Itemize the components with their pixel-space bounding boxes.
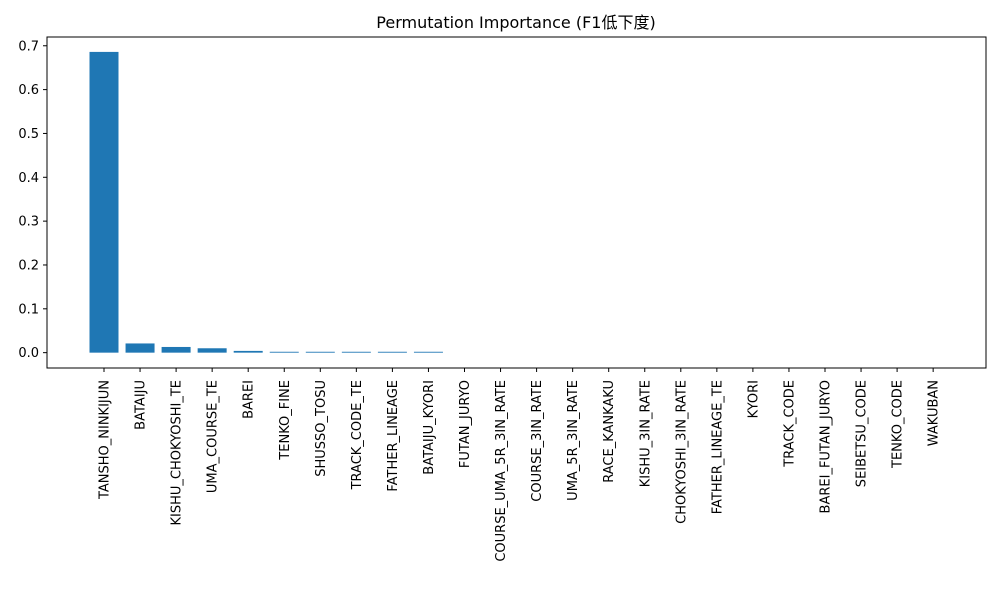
x-tick-label: BATAIJU_KYORI [422, 380, 437, 475]
x-tick-label: TRACK_CODE [782, 380, 797, 468]
x-tick-label: TANSHO_NINKIJUN [98, 380, 113, 500]
y-tick-label: 0.2 [18, 258, 39, 273]
x-tick-label: BAREI [242, 380, 257, 419]
plot-frame [46, 36, 987, 369]
x-tick-label: KISHU_3IN_RATE [638, 380, 653, 487]
x-tick-label: SEIBETSU_CODE [855, 380, 870, 487]
x-tick-label: CHOKYOSHI_3IN_RATE [674, 380, 689, 524]
x-tick-label: TRACK_CODE_TE [350, 380, 365, 490]
y-tick-label: 0.4 [18, 171, 39, 186]
bar-kishu-chokyoshi-te [161, 346, 191, 353]
x-tick-label: FATHER_LINEAGE [386, 380, 401, 492]
y-tick-label: 0.3 [18, 215, 39, 230]
chart-title: Permutation Importance (F1低下度) [376, 13, 655, 32]
plot-area [46, 36, 987, 369]
x-tick-label: FUTAN_JURYO [458, 380, 473, 468]
x-tick-label: BAREI_FUTAN_JURYO [819, 380, 834, 513]
x-tick-label: TENKO_FINE [278, 380, 293, 461]
y-tick-label: 0.0 [18, 346, 39, 361]
x-tick-label: FATHER_LINEAGE_TE [710, 380, 725, 514]
x-tick-label: RACE_KANKAKU [602, 380, 617, 483]
bar-uma-course-te [197, 348, 227, 353]
bar-shusso-tosu [305, 351, 335, 353]
x-tick-label: COURSE_UMA_5R_3IN_RATE [494, 380, 509, 562]
bar-barei [233, 350, 263, 353]
bar-bataiju [125, 343, 155, 353]
bar-father-lineage [377, 351, 407, 353]
bars [89, 51, 443, 353]
x-tick-label: TENKO_CODE [891, 380, 906, 469]
x-tick-label: SHUSSO_TOSU [314, 380, 329, 477]
bar-bataiju-kyori [413, 351, 443, 353]
bar-track-code-te [341, 351, 371, 353]
x-tick-label: BATAIJU [134, 380, 149, 430]
x-tick-label: COURSE_3IN_RATE [530, 380, 545, 502]
x-tick-label: KYORI [746, 380, 761, 418]
x-tick-label: UMA_COURSE_TE [206, 380, 221, 493]
x-tick-label: UMA_5R_3IN_RATE [566, 380, 581, 501]
bar-tenko-fine [269, 351, 299, 353]
y-tick-label: 0.7 [18, 39, 39, 54]
y-tick-label: 0.5 [18, 127, 39, 142]
y-tick-label: 0.1 [18, 302, 39, 317]
y-tick-label: 0.6 [18, 83, 39, 98]
x-axis: TANSHO_NINKIJUN BATAIJU KISHU_CHOKYOSHI_TE… [98, 368, 942, 562]
x-tick-label: WAKUBAN [927, 380, 942, 446]
bar-tansho-ninkijun [89, 51, 119, 353]
x-tick-label: KISHU_CHOKYOSHI_TE [170, 380, 185, 526]
y-axis: 0.0 0.1 0.2 0.3 0.4 0.5 0.6 0.7 [18, 39, 47, 361]
